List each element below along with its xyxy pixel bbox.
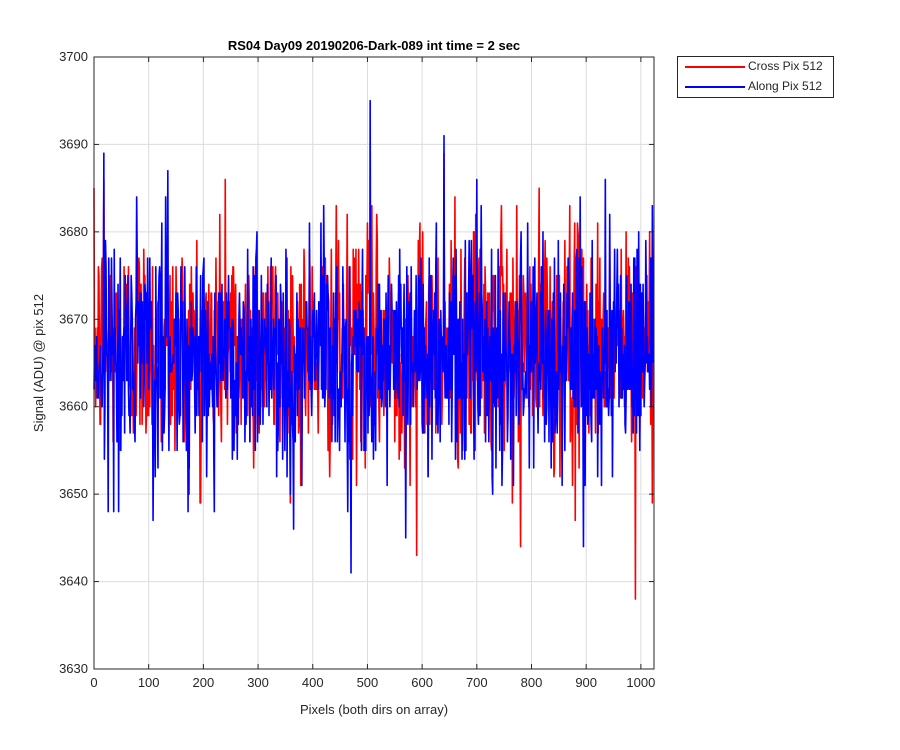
y-tick-label: 3640 xyxy=(59,574,88,589)
x-tick-label: 0 xyxy=(90,675,97,690)
x-axis-label: Pixels (both dirs on array) xyxy=(300,702,448,717)
axis-ticks: 0 100 200 300 400 500 600 700 800 900 1000 3630 3640… xyxy=(59,49,655,690)
axes-box xyxy=(93,56,655,670)
legend-label-along: Along Pix 512 xyxy=(748,79,823,93)
x-tick-label: 900 xyxy=(575,675,597,690)
y-tick-label: 3670 xyxy=(59,311,88,326)
legend-label-cross: Cross Pix 512 xyxy=(748,59,823,73)
series-layer xyxy=(93,99,655,600)
legend-swatch-along xyxy=(685,86,745,88)
y-tick-label: 3690 xyxy=(59,136,88,151)
y-axis-label: Signal (ADU) @ pix 512 xyxy=(31,294,46,432)
y-tick-label: 3650 xyxy=(59,486,88,501)
x-tick-label: 200 xyxy=(193,675,215,690)
x-tick-label: 1000 xyxy=(626,675,655,690)
chart-title: RS04 Day09 20190206-Dark-089 int time = … xyxy=(228,38,520,53)
x-tick-label: 100 xyxy=(138,675,160,690)
legend-entry-along: Along Pix 512 xyxy=(678,77,833,97)
series-line-along-pix-512 xyxy=(93,99,655,574)
y-tick-label: 3660 xyxy=(59,399,88,414)
y-tick-label: 3630 xyxy=(59,661,88,676)
y-tick-label: 3680 xyxy=(59,224,88,239)
x-tick-label: 500 xyxy=(357,675,379,690)
legend: Cross Pix 512 Along Pix 512 xyxy=(677,56,834,98)
x-tick-label: 800 xyxy=(521,675,543,690)
legend-entry-cross: Cross Pix 512 xyxy=(678,57,833,77)
x-tick-label: 600 xyxy=(411,675,433,690)
legend-swatch-cross xyxy=(685,66,745,68)
y-tick-label: 3700 xyxy=(59,49,88,64)
x-tick-label: 300 xyxy=(247,675,269,690)
x-tick-label: 700 xyxy=(466,675,488,690)
x-tick-label: 400 xyxy=(302,675,324,690)
